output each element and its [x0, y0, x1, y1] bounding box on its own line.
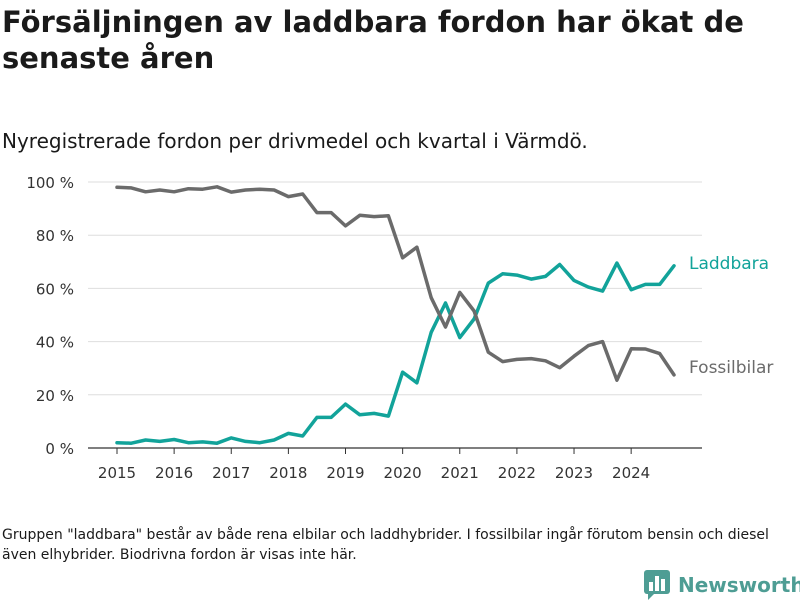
- y-axis-ticks: 0 % 20 % 40 % 60 % 80 % 100 %: [26, 174, 74, 458]
- y-tick-label: 40 %: [36, 334, 74, 352]
- footnote: Gruppen "laddbara" består av både rena e…: [2, 527, 769, 563]
- series-label-fossilbilar: Fossilbilar: [689, 358, 773, 378]
- bar-chart-logo-icon: [644, 570, 670, 600]
- x-tick-label: 2018: [269, 464, 307, 482]
- series-line-fossilbilar: [115, 185, 676, 382]
- x-tick-label: 2021: [441, 464, 479, 482]
- chart-title: Försäljningen av laddbara fordon har öka…: [2, 5, 744, 75]
- series-label-laddbara: Laddbara: [689, 254, 769, 274]
- x-tick-label: 2024: [612, 464, 650, 482]
- x-tick-label: 2017: [212, 464, 250, 482]
- y-tick-label: 20 %: [36, 387, 74, 405]
- x-tick-label: 2015: [98, 464, 136, 482]
- x-tick-label: 2020: [384, 464, 422, 482]
- x-tick-label: 2016: [155, 464, 193, 482]
- series-line-laddbara: [115, 261, 676, 445]
- x-tick-label: 2023: [555, 464, 593, 482]
- x-axis-ticks: 2015 2016 2017 2018 2019 2020 2021 2022 2023 2024: [98, 448, 650, 482]
- chart-subtitle: Nyregistrerade fordon per drivmedel och …: [2, 129, 588, 153]
- y-tick-label: 100 %: [26, 174, 74, 192]
- y-tick-label: 80 %: [36, 227, 74, 245]
- x-tick-label: 2019: [326, 464, 364, 482]
- brand-name: Newsworthy: [678, 573, 800, 597]
- brand-logo: Newsworthy: [644, 570, 800, 600]
- line-chart: 0 %20 %40 %60 %80 %100 % 2015 2016 2017 201…: [26, 174, 773, 482]
- y-tick-label: 60 %: [36, 280, 74, 298]
- y-tick-label: 0 %: [45, 440, 74, 458]
- series-lines: [115, 185, 676, 445]
- series-labels: Laddbara Fossilbilar: [689, 254, 773, 378]
- x-tick-label: 2022: [498, 464, 536, 482]
